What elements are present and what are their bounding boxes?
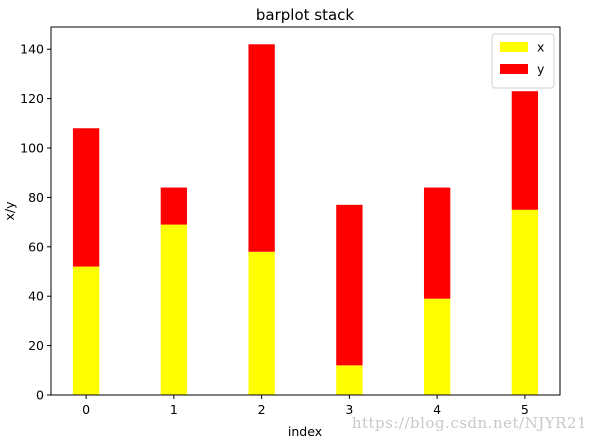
legend-swatch-y — [500, 64, 528, 74]
legend-swatch-x — [500, 42, 528, 52]
y-tick-label: 140 — [20, 42, 44, 57]
x-tick-label: 1 — [170, 402, 178, 417]
x-axis-label: index — [288, 424, 322, 439]
y-tick-label: 60 — [28, 239, 44, 254]
x-tick-label: 2 — [258, 402, 266, 417]
legend: xy — [491, 33, 555, 89]
y-axis-label: x/y — [2, 201, 17, 221]
watermark-text: https://blog.csdn.net/NJYR21 — [352, 414, 587, 432]
bar-y-0 — [72, 128, 100, 267]
plot-frame — [50, 26, 561, 396]
bar-x-5 — [511, 209, 539, 395]
bar-y-4 — [423, 187, 451, 299]
x-tick-label: 4 — [433, 402, 441, 417]
bar-x-3 — [336, 365, 363, 395]
y-tick-label: 80 — [28, 190, 44, 205]
y-tick-label: 40 — [28, 289, 44, 304]
bar-y-2 — [248, 44, 275, 252]
bar-x-1 — [160, 224, 188, 395]
bar-x-4 — [423, 298, 451, 395]
bar-x-2 — [248, 251, 275, 395]
y-tick-label: 20 — [28, 338, 44, 353]
y-tick-label: 100 — [20, 141, 44, 156]
x-axis-ticks: 0 1 2 3 4 5 — [82, 395, 529, 417]
bars-layer — [72, 44, 539, 395]
bar-y-1 — [160, 187, 188, 225]
legend-label-x: x — [537, 40, 544, 55]
y-axis-ticks: 0 20 40 60 80 100 120 140 — [20, 42, 51, 403]
bar-x-0 — [72, 266, 100, 395]
chart-title: barplot stack — [256, 6, 355, 24]
x-tick-label: 0 — [82, 402, 90, 417]
y-tick-label: 120 — [20, 91, 44, 106]
bar-y-5 — [511, 91, 539, 210]
x-tick-label: 3 — [345, 402, 353, 417]
legend-label-y: y — [537, 62, 545, 77]
y-tick-label: 0 — [36, 388, 44, 403]
bar-y-3 — [336, 204, 363, 366]
x-tick-label: 5 — [521, 402, 529, 417]
